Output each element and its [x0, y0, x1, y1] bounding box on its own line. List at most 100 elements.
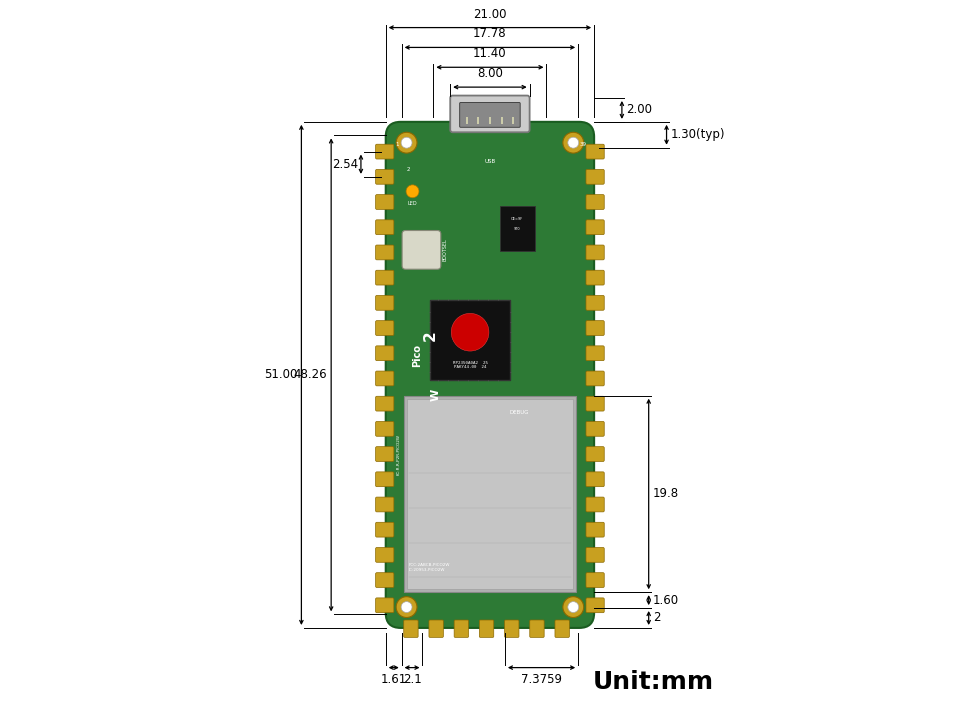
Text: KC:R-R-P2R-PICO2W: KC:R-R-P2R-PICO2W	[396, 433, 400, 474]
FancyBboxPatch shape	[454, 620, 468, 637]
FancyBboxPatch shape	[375, 522, 394, 537]
Text: 48.26: 48.26	[294, 369, 327, 382]
FancyBboxPatch shape	[530, 620, 544, 637]
FancyBboxPatch shape	[375, 371, 394, 386]
Text: 1.30(typ): 1.30(typ)	[670, 128, 725, 141]
FancyBboxPatch shape	[586, 295, 604, 310]
FancyBboxPatch shape	[375, 169, 394, 184]
Bar	[466, 117, 468, 125]
Text: 21.00: 21.00	[473, 8, 507, 21]
Text: USB: USB	[485, 159, 495, 164]
Bar	[477, 117, 479, 125]
FancyBboxPatch shape	[375, 547, 394, 562]
FancyBboxPatch shape	[586, 421, 604, 436]
Circle shape	[563, 597, 584, 618]
Text: 19.8: 19.8	[653, 487, 679, 500]
FancyBboxPatch shape	[404, 620, 419, 637]
Text: W: W	[430, 389, 441, 401]
FancyBboxPatch shape	[375, 295, 394, 310]
FancyBboxPatch shape	[386, 122, 594, 628]
FancyBboxPatch shape	[586, 320, 604, 336]
FancyBboxPatch shape	[375, 346, 394, 361]
FancyBboxPatch shape	[586, 169, 604, 184]
Text: 39: 39	[580, 142, 587, 147]
FancyBboxPatch shape	[586, 472, 604, 487]
Text: 51.00: 51.00	[264, 369, 298, 382]
FancyBboxPatch shape	[586, 220, 604, 235]
FancyBboxPatch shape	[420, 418, 442, 436]
Text: 2.00: 2.00	[626, 104, 652, 117]
Bar	[489, 117, 491, 125]
FancyBboxPatch shape	[402, 230, 441, 269]
FancyBboxPatch shape	[586, 446, 604, 462]
FancyBboxPatch shape	[586, 547, 604, 562]
Bar	[484, 418, 496, 431]
FancyBboxPatch shape	[586, 371, 604, 386]
Bar	[403, 396, 576, 592]
FancyBboxPatch shape	[586, 572, 604, 588]
Text: Unit:mm: Unit:mm	[593, 670, 714, 695]
FancyBboxPatch shape	[586, 270, 604, 285]
FancyBboxPatch shape	[375, 396, 394, 411]
FancyBboxPatch shape	[505, 620, 519, 637]
Bar	[464, 418, 476, 431]
Circle shape	[563, 132, 584, 153]
Circle shape	[401, 602, 412, 613]
Text: 9T0: 9T0	[514, 227, 520, 231]
Text: Pico: Pico	[413, 343, 422, 366]
Bar	[500, 117, 503, 125]
FancyBboxPatch shape	[375, 472, 394, 487]
FancyBboxPatch shape	[586, 396, 604, 411]
Circle shape	[396, 597, 417, 618]
FancyBboxPatch shape	[375, 144, 394, 159]
Circle shape	[401, 138, 412, 148]
Bar	[430, 300, 510, 380]
FancyBboxPatch shape	[586, 346, 604, 361]
Text: 1: 1	[395, 142, 398, 147]
FancyBboxPatch shape	[375, 194, 394, 210]
FancyBboxPatch shape	[375, 446, 394, 462]
FancyBboxPatch shape	[586, 497, 604, 512]
FancyBboxPatch shape	[586, 245, 604, 260]
Text: LED: LED	[408, 201, 418, 206]
Text: 1.60: 1.60	[653, 593, 679, 607]
FancyBboxPatch shape	[429, 620, 444, 637]
FancyBboxPatch shape	[586, 144, 604, 159]
FancyBboxPatch shape	[375, 320, 394, 336]
FancyBboxPatch shape	[586, 522, 604, 537]
Text: RP2350A0A2  25
PAKY44.00  24: RP2350A0A2 25 PAKY44.00 24	[452, 361, 488, 369]
FancyBboxPatch shape	[460, 102, 520, 127]
FancyBboxPatch shape	[555, 620, 569, 637]
FancyBboxPatch shape	[375, 572, 394, 588]
FancyBboxPatch shape	[586, 598, 604, 613]
Text: FCC:2ABCB-PICO2W
IC:20953-PICO2W: FCC:2ABCB-PICO2W IC:20953-PICO2W	[409, 563, 450, 572]
Text: 1.61: 1.61	[380, 672, 407, 685]
Circle shape	[567, 138, 579, 148]
Bar	[407, 399, 573, 589]
Bar	[513, 117, 515, 125]
Circle shape	[406, 185, 419, 198]
Circle shape	[396, 132, 417, 153]
Text: 2: 2	[407, 167, 410, 172]
Bar	[500, 206, 535, 251]
FancyBboxPatch shape	[375, 245, 394, 260]
FancyBboxPatch shape	[479, 620, 493, 637]
Text: OE=9F: OE=9F	[511, 217, 523, 221]
Text: 8.00: 8.00	[477, 67, 503, 80]
Text: 2.54: 2.54	[332, 158, 358, 171]
FancyBboxPatch shape	[375, 270, 394, 285]
Circle shape	[567, 602, 579, 613]
FancyBboxPatch shape	[375, 598, 394, 613]
Text: 7.3759: 7.3759	[521, 672, 562, 685]
Circle shape	[451, 313, 489, 351]
FancyBboxPatch shape	[375, 421, 394, 436]
FancyBboxPatch shape	[375, 497, 394, 512]
Text: 2: 2	[653, 611, 660, 624]
Bar	[444, 418, 457, 431]
Text: 2.1: 2.1	[402, 672, 421, 685]
FancyBboxPatch shape	[375, 220, 394, 235]
Text: 11.40: 11.40	[473, 48, 507, 60]
Text: 2: 2	[423, 330, 438, 341]
Text: BOOTSEL: BOOTSEL	[443, 238, 447, 261]
FancyBboxPatch shape	[586, 194, 604, 210]
